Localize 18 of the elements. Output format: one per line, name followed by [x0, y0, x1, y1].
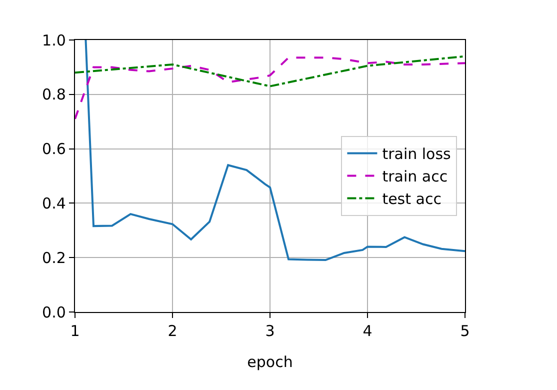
- x-tick-label: 3: [265, 322, 275, 340]
- y-tick-label: 0.4: [42, 194, 66, 212]
- y-tick-label: 0.8: [42, 86, 66, 104]
- x-tick-label: 1: [70, 322, 80, 340]
- x-tick-label: 5: [460, 322, 470, 340]
- legend-label: train acc: [382, 168, 448, 186]
- line-series: [75, 55, 465, 88]
- y-tick-label: 0.6: [42, 140, 66, 158]
- x-axis-title: epoch: [247, 353, 293, 372]
- legend-label: train loss: [382, 145, 452, 164]
- y-tick-label: 0.2: [42, 248, 66, 267]
- y-tick-label: 1.0: [42, 31, 66, 50]
- line-series: [84, 40, 465, 262]
- x-tick-label: 4: [362, 322, 372, 340]
- y-tick-label: 0.0: [42, 303, 66, 322]
- legend-label: test acc: [382, 190, 442, 208]
- x-tick-label: 2: [168, 322, 178, 340]
- line-series: [75, 56, 465, 120]
